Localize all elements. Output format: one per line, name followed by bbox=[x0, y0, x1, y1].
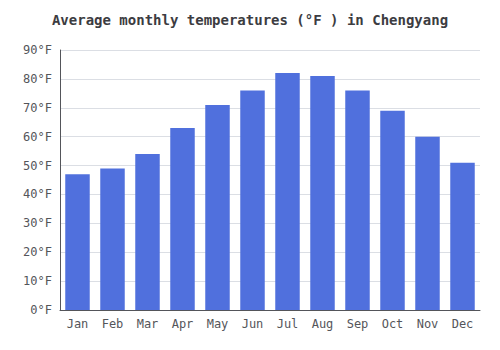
svg-text:Oct: Oct bbox=[382, 317, 404, 331]
svg-text:20°F: 20°F bbox=[23, 245, 52, 259]
svg-text:90°F: 90°F bbox=[23, 43, 52, 57]
svg-text:10°F: 10°F bbox=[23, 274, 52, 288]
svg-text:40°F: 40°F bbox=[23, 187, 52, 201]
svg-text:Apr: Apr bbox=[172, 317, 194, 331]
svg-text:Dec: Dec bbox=[452, 317, 474, 331]
svg-text:Feb: Feb bbox=[102, 317, 124, 331]
svg-text:30°F: 30°F bbox=[23, 216, 52, 230]
svg-text:Jan: Jan bbox=[67, 317, 89, 331]
svg-text:Jun: Jun bbox=[242, 317, 264, 331]
svg-text:50°F: 50°F bbox=[23, 159, 52, 173]
svg-text:Nov: Nov bbox=[417, 317, 439, 331]
svg-text:0°F: 0°F bbox=[30, 303, 52, 317]
svg-text:Mar: Mar bbox=[137, 317, 159, 331]
svg-text:60°F: 60°F bbox=[23, 130, 52, 144]
svg-text:Jul: Jul bbox=[277, 317, 299, 331]
svg-text:Average monthly temperatures (: Average monthly temperatures (°F ) in Ch… bbox=[52, 12, 448, 28]
svg-text:Aug: Aug bbox=[312, 317, 334, 331]
svg-text:70°F: 70°F bbox=[23, 101, 52, 115]
svg-text:Sep: Sep bbox=[347, 317, 369, 331]
svg-text:80°F: 80°F bbox=[23, 72, 52, 86]
svg-text:May: May bbox=[207, 317, 229, 331]
